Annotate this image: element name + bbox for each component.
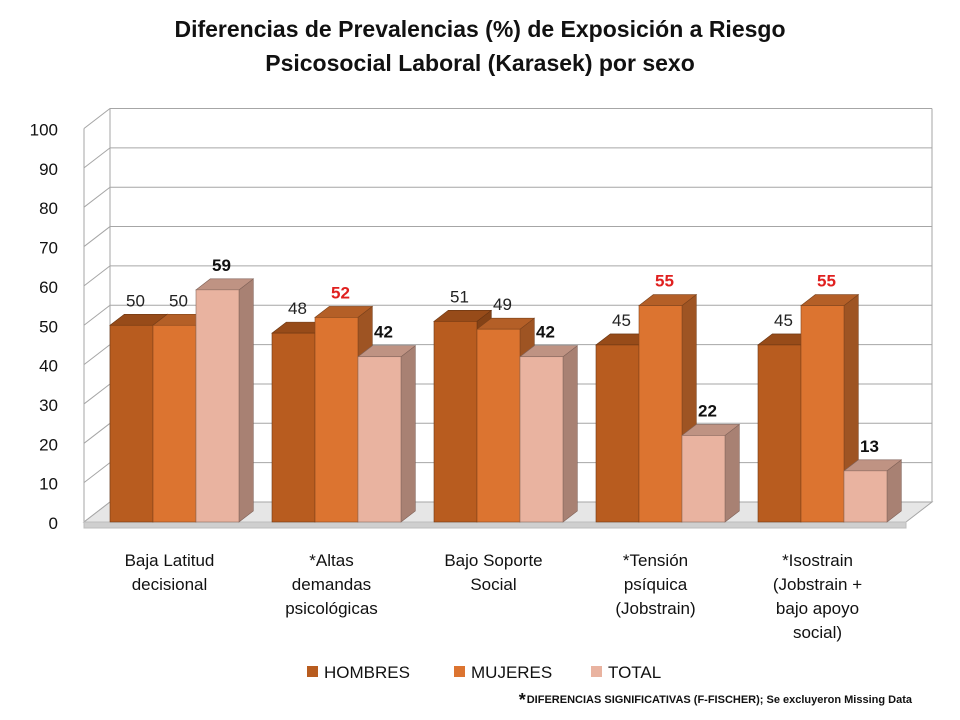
x-category-label-line: social) bbox=[793, 623, 842, 642]
bar-front bbox=[800, 305, 845, 523]
x-category-label-line: *Altas bbox=[309, 551, 353, 570]
x-category-label-line: *Tensión bbox=[623, 551, 688, 570]
data-label: 50 bbox=[126, 291, 145, 310]
gridline bbox=[83, 186, 932, 208]
bar-front bbox=[433, 321, 478, 523]
x-category-label-line: *Isostrain bbox=[782, 551, 853, 570]
legend-label: HOMBRES bbox=[324, 663, 410, 682]
x-category-label-line: Bajo Soporte bbox=[444, 551, 542, 570]
legend-item: MUJERES bbox=[454, 663, 552, 682]
bar bbox=[843, 459, 903, 523]
y-tick-label: 90 bbox=[39, 160, 58, 179]
x-category-label-line: (Jobstrain + bbox=[773, 575, 862, 594]
data-label: 51 bbox=[450, 287, 469, 306]
x-category-label-line: Baja Latitud bbox=[125, 551, 215, 570]
data-labels: 50 50 59 Baja Latitud decisional 48 52 42 *Altas… bbox=[125, 256, 879, 642]
bar-front bbox=[681, 435, 726, 523]
y-tick-label: 80 bbox=[39, 199, 58, 218]
y-tick-label: 100 bbox=[30, 121, 58, 140]
y-tick-label: 10 bbox=[39, 475, 58, 494]
legend-label: TOTAL bbox=[608, 663, 661, 682]
x-category-label-line: bajo apoyo bbox=[776, 599, 859, 618]
legend: HOMBRES MUJERES TOTAL bbox=[307, 663, 661, 682]
bar-front bbox=[476, 328, 521, 523]
x-category-label: *Altas demandas psicológicas bbox=[285, 551, 378, 618]
data-label: 55 bbox=[655, 272, 674, 291]
x-category-label-line: Social bbox=[470, 575, 516, 594]
x-category-label-line: psicológicas bbox=[285, 599, 378, 618]
chart-title: Diferencias de Prevalencias (%) de Expos… bbox=[0, 12, 960, 80]
footnote-star: * bbox=[518, 690, 526, 710]
data-label: 49 bbox=[493, 295, 512, 314]
footnote-text: DIFERENCIAS SIGNIFICATIVAS (F-FISCHER); … bbox=[526, 694, 912, 706]
data-label: 55 bbox=[817, 272, 836, 291]
data-label: 48 bbox=[288, 299, 307, 318]
x-category-label-line: (Jobstrain) bbox=[615, 599, 695, 618]
legend-swatch bbox=[454, 666, 465, 677]
y-tick-label: 50 bbox=[39, 317, 58, 336]
y-axis-labels: 0 10 20 30 40 50 60 70 80 90 100 bbox=[30, 121, 58, 534]
bar bbox=[681, 423, 741, 523]
legend-swatch bbox=[307, 666, 318, 677]
legend-swatch bbox=[591, 666, 602, 677]
gridline bbox=[83, 147, 932, 169]
bar-side bbox=[400, 345, 416, 523]
legend-label: MUJERES bbox=[471, 663, 552, 682]
gridline bbox=[83, 108, 932, 129]
bar-front bbox=[638, 305, 683, 523]
bar-front bbox=[152, 324, 197, 523]
chart-floor-edge bbox=[83, 521, 907, 529]
x-category-label-line: decisional bbox=[132, 575, 208, 594]
data-label: 50 bbox=[169, 291, 188, 310]
bar bbox=[195, 278, 255, 523]
data-label: 45 bbox=[774, 311, 793, 330]
bar bbox=[519, 345, 579, 523]
bar-front bbox=[357, 356, 402, 523]
bar-side bbox=[238, 278, 254, 523]
y-tick-label: 40 bbox=[39, 357, 58, 376]
legend-item: TOTAL bbox=[591, 663, 661, 682]
chart-title-line-1: Diferencias de Prevalencias (%) de Expos… bbox=[174, 16, 786, 42]
x-category-label: Baja Latitud decisional bbox=[125, 551, 215, 594]
x-category-label: *Tensión psíquica (Jobstrain) bbox=[615, 551, 695, 618]
data-label: 59 bbox=[212, 256, 231, 275]
y-tick-label: 60 bbox=[39, 278, 58, 297]
bar-front bbox=[109, 324, 154, 523]
x-category-label: Bajo Soporte Social bbox=[444, 551, 542, 594]
data-label: 52 bbox=[331, 283, 350, 302]
bar-side bbox=[562, 345, 578, 523]
x-category-label-line: psíquica bbox=[624, 575, 688, 594]
bar-front bbox=[519, 356, 564, 523]
y-tick-label: 0 bbox=[49, 514, 58, 533]
legend-item: HOMBRES bbox=[307, 663, 410, 682]
bar-front bbox=[195, 289, 240, 523]
bar-front bbox=[757, 344, 802, 523]
data-label: 22 bbox=[698, 401, 717, 420]
chart-title-line-2: Psicosocial Laboral (Karasek) por sexo bbox=[265, 50, 695, 76]
data-label: 45 bbox=[612, 311, 631, 330]
gridline bbox=[83, 226, 932, 247]
y-tick-label: 30 bbox=[39, 396, 58, 415]
data-label: 13 bbox=[860, 437, 879, 456]
x-category-label: *Isostrain (Jobstrain + bajo apoyo social) bbox=[773, 551, 862, 642]
footnote: *DIFERENCIAS SIGNIFICATIVAS (F-FISCHER);… bbox=[519, 690, 912, 711]
bar-front bbox=[271, 332, 316, 523]
y-tick-label: 70 bbox=[39, 239, 58, 258]
bar-front bbox=[843, 470, 888, 523]
x-category-label-line: demandas bbox=[292, 575, 371, 594]
bar bbox=[357, 345, 417, 523]
bar-front bbox=[314, 317, 359, 523]
y-tick-label: 20 bbox=[39, 435, 58, 454]
bar-front bbox=[595, 344, 640, 523]
data-label: 42 bbox=[374, 323, 393, 342]
bar-side bbox=[724, 423, 740, 523]
bars bbox=[109, 278, 903, 523]
data-label: 42 bbox=[536, 323, 555, 342]
